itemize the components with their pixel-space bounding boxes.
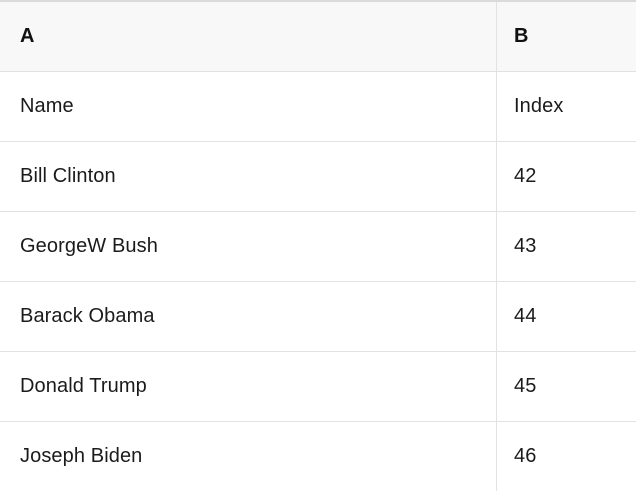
cell-name: Bill Clinton (0, 142, 497, 211)
cell-index: 42 (514, 165, 537, 187)
cell-index: Index (514, 95, 564, 117)
cell-name: Barack Obama (0, 282, 497, 351)
cell-index: 46 (514, 445, 537, 467)
cell-name: Donald Trump (0, 352, 497, 421)
table-row: Barack Obama 44 (0, 282, 636, 352)
column-header-a: A (0, 2, 497, 71)
cell-index: 44 (514, 305, 537, 327)
column-header-b: B (514, 25, 529, 47)
table-row: Bill Clinton 42 (0, 142, 636, 212)
cell-name: Name (0, 72, 497, 141)
cell-name: Joseph Biden (0, 422, 497, 491)
column-header-row: A B (0, 2, 636, 72)
table-row: Donald Trump 45 (0, 352, 636, 422)
cell-index: 45 (514, 375, 537, 397)
table-row: Name Index (0, 72, 636, 142)
table-row: GeorgeW Bush 43 (0, 212, 636, 282)
table-row: Joseph Biden 46 (0, 422, 636, 491)
cell-index: 43 (514, 235, 537, 257)
cell-name: GeorgeW Bush (0, 212, 497, 281)
